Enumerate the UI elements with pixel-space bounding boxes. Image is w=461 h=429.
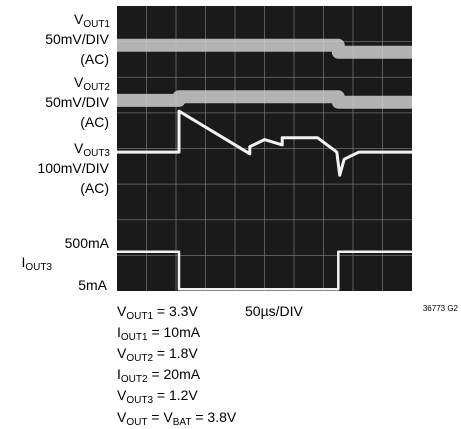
condition-subscript: OUT2 <box>120 374 148 385</box>
condition-value: = 3.3V <box>153 303 198 319</box>
ch4-subscript: OUT3 <box>25 262 52 273</box>
condition-subscript: OUT1 <box>120 332 148 343</box>
trace-vout1 <box>117 38 412 59</box>
last-cond-sub: OUT <box>126 417 148 428</box>
condition-value: = 20mA <box>147 366 201 382</box>
condition-symbol: V <box>117 303 127 319</box>
traces <box>117 38 412 291</box>
ch2-label: VOUT2 <box>74 74 110 93</box>
ch3-subscript: OUT3 <box>83 148 110 159</box>
grid <box>117 6 412 291</box>
condition-subscript: OUT1 <box>126 311 154 322</box>
trace-vout3 <box>117 109 412 177</box>
condition-line: VOUT2 = 1.8V <box>117 345 198 364</box>
ch2-subscript: OUT2 <box>83 82 110 93</box>
condition-value: = 1.2V <box>153 387 198 403</box>
condition-symbol: I <box>117 324 121 340</box>
condition-value: = 1.8V <box>153 345 198 361</box>
ch1-label: VOUT1 <box>74 11 110 30</box>
ch4-symbol: I <box>21 254 26 270</box>
ch4-level-low: 5mA <box>78 277 107 293</box>
trace-vout2 <box>117 90 412 109</box>
ch4-label: IOUT3 <box>21 254 52 273</box>
condition-line: VOUT1 = 3.3V <box>117 303 198 322</box>
last-cond-value: = 3.8V <box>191 409 237 425</box>
condition-symbol: V <box>117 387 127 403</box>
condition-line: VOUT3 = 1.2V <box>117 387 198 406</box>
last-cond-sub2: BAT <box>172 417 192 428</box>
ch3-symbol: V <box>73 140 84 156</box>
ch4-level-high: 500mA <box>64 235 109 251</box>
last-cond-symbol: V <box>117 409 127 425</box>
last-condition: VOUT = VBAT = 3.8V <box>117 409 236 428</box>
condition-symbol: V <box>117 345 127 361</box>
timebase-label: 50µs/DIV <box>245 303 303 319</box>
ch2-symbol: V <box>73 74 84 90</box>
condition-subscript: OUT2 <box>126 353 154 364</box>
ch2-coupling: (AC) <box>80 114 109 130</box>
oscilloscope-screen <box>117 6 412 291</box>
condition-subscript: OUT3 <box>126 395 154 406</box>
figure-id: 36773 G2 <box>422 304 458 313</box>
condition-symbol: I <box>117 366 121 382</box>
ch1-symbol: V <box>73 11 84 27</box>
condition-line: IOUT1 = 10mA <box>117 324 200 343</box>
ch1-subscript: OUT1 <box>83 19 110 30</box>
last-cond-mid: = V <box>147 409 173 425</box>
ch3-scale: 100mV/DIV <box>37 160 109 176</box>
trace-iout3 <box>117 250 412 291</box>
ch2-scale: 50mV/DIV <box>45 94 109 110</box>
ch3-coupling: (AC) <box>80 180 109 196</box>
condition-line: IOUT2 = 20mA <box>117 366 200 385</box>
ch1-coupling: (AC) <box>80 51 109 67</box>
ch3-label: VOUT3 <box>74 140 110 159</box>
condition-value: = 10mA <box>147 324 201 340</box>
ch1-scale: 50mV/DIV <box>45 31 109 47</box>
